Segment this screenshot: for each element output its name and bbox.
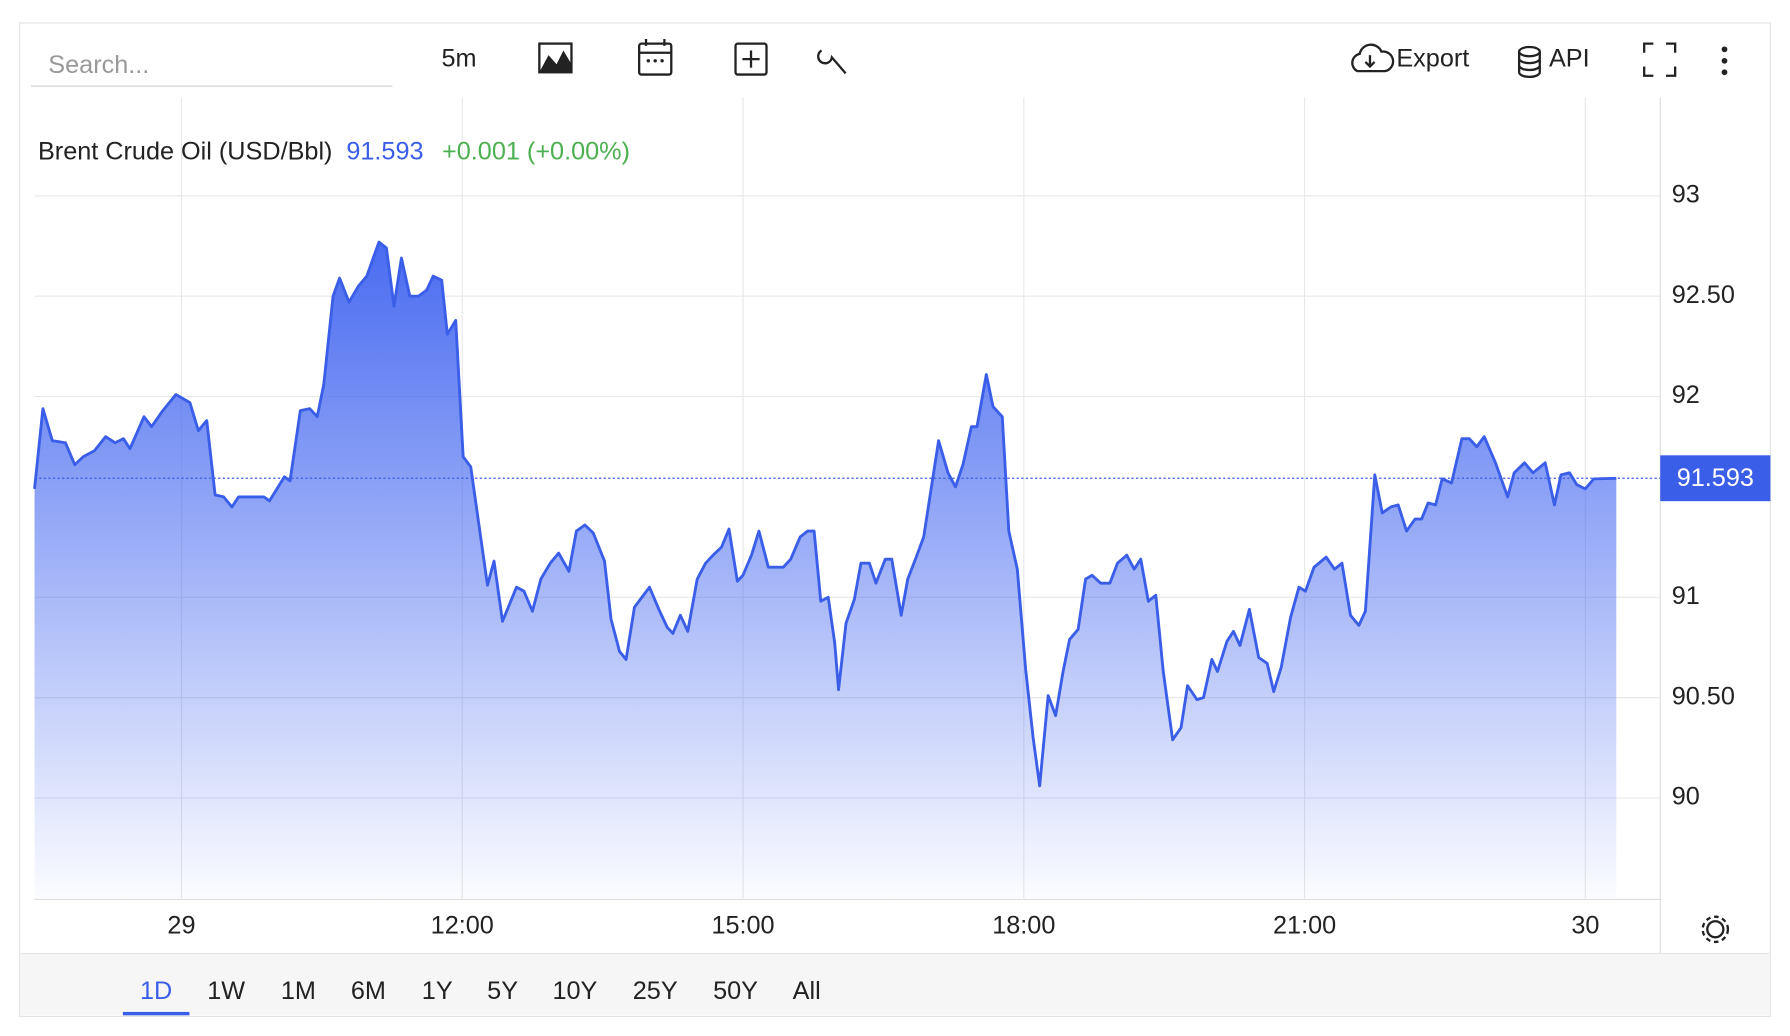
range-button[interactable]: 5Y bbox=[487, 977, 518, 1005]
settings-icon[interactable] bbox=[1701, 915, 1730, 944]
menu-icon[interactable] bbox=[1721, 46, 1728, 76]
y-tick-label: 92.50 bbox=[1672, 281, 1735, 309]
range-bar bbox=[20, 953, 1770, 1016]
x-tick-label: 12:00 bbox=[431, 912, 494, 940]
api-button[interactable]: API bbox=[1517, 44, 1590, 78]
range-button[interactable]: 1M bbox=[281, 977, 316, 1005]
last-price-tag bbox=[1660, 455, 1771, 502]
plot-area: 29 12:00 15:00 18:00 21:00 30 90 90.50 91 92 92.50… bbox=[33, 97, 1771, 954]
x-tick-label: 30 bbox=[1571, 912, 1599, 940]
range-button[interactable]: 25Y bbox=[633, 977, 678, 1005]
instrument-name: Brent Crude Oil (USD/Bbl) bbox=[38, 137, 332, 165]
y-tick-label: 93 bbox=[1672, 181, 1700, 209]
fullscreen-icon[interactable] bbox=[1643, 42, 1677, 77]
range-button[interactable]: 1D bbox=[140, 977, 172, 1005]
range-button[interactable]: 6M bbox=[351, 977, 386, 1005]
price-area bbox=[34, 242, 1617, 899]
range-button[interactable]: 10Y bbox=[552, 977, 597, 1005]
price-line bbox=[33, 240, 1617, 788]
last-price: 91.593 bbox=[346, 137, 423, 165]
price-change: +0.001 (+0.00%) bbox=[442, 137, 630, 165]
x-tick-label: 29 bbox=[167, 912, 195, 940]
y-tick-label: 91 bbox=[1672, 582, 1700, 610]
y-tick-label: 90.50 bbox=[1672, 682, 1735, 710]
tools-icon[interactable] bbox=[817, 49, 847, 75]
active-range-underline bbox=[122, 1011, 190, 1016]
y-tick-label: 92 bbox=[1672, 381, 1700, 409]
last-price-tag-label: 91.593 bbox=[1677, 464, 1754, 492]
search-input[interactable]: Search... bbox=[48, 51, 149, 79]
y-tick-label: 90 bbox=[1672, 783, 1700, 811]
export-button[interactable]: Export bbox=[1351, 43, 1469, 72]
calendar-icon[interactable] bbox=[638, 39, 673, 76]
api-label: API bbox=[1549, 44, 1590, 72]
interval-button[interactable]: 5m bbox=[441, 44, 476, 72]
chart-header: Brent Crude Oil (USD/Bbl) 91.593 +0.001 … bbox=[38, 137, 630, 165]
range-selector: 1D 1W 1M 6M 1Y 5Y 10Y 25Y 50Y All bbox=[122, 977, 821, 1016]
export-label: Export bbox=[1396, 44, 1469, 72]
chart-type-icon[interactable] bbox=[538, 42, 573, 74]
range-button[interactable]: 1Y bbox=[422, 977, 453, 1005]
range-button[interactable]: 1W bbox=[207, 977, 245, 1005]
range-button[interactable]: All bbox=[793, 977, 821, 1005]
x-tick-label: 15:00 bbox=[711, 912, 774, 940]
x-tick-label: 18:00 bbox=[992, 912, 1055, 940]
x-tick-label: 21:00 bbox=[1273, 912, 1336, 940]
compare-icon[interactable] bbox=[734, 42, 768, 76]
range-button[interactable]: 50Y bbox=[713, 977, 758, 1005]
